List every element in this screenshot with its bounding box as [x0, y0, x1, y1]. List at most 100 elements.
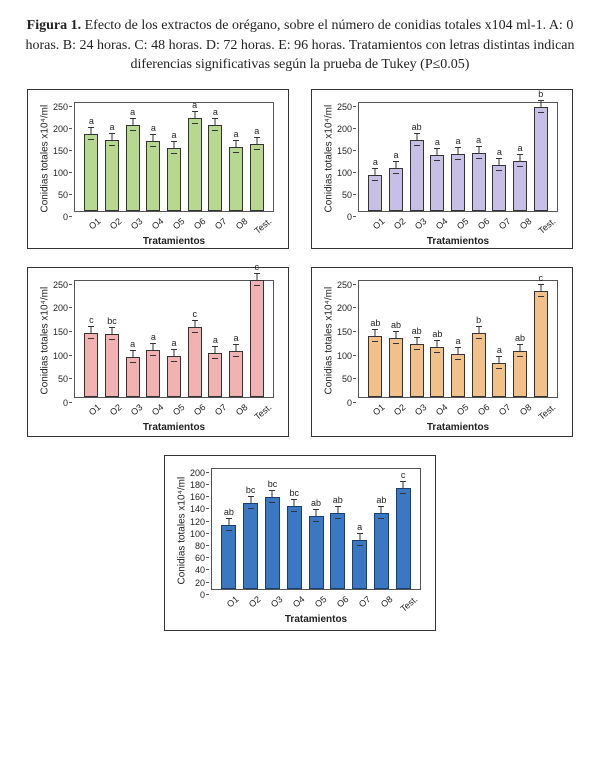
bar-sig-label: a: [497, 345, 502, 355]
bar-sig-label: a: [172, 338, 177, 348]
bar: [309, 516, 324, 589]
panel-A: AConidias totales x10⁴/ml050100150200250…: [27, 89, 289, 249]
x-axis-title: Tratamientos: [211, 614, 421, 625]
bar: [126, 357, 140, 397]
bar-sig-label: c: [254, 262, 259, 272]
bar: [330, 513, 345, 589]
x-tick-label: Test.: [253, 216, 274, 236]
bar: [430, 347, 444, 397]
bar: [451, 154, 465, 211]
bar: [389, 338, 403, 397]
bar: [243, 503, 258, 588]
bar: [265, 497, 280, 589]
bar: [208, 125, 222, 211]
plot-frame: aaabaaaaab: [358, 102, 558, 212]
bar-sig-label: ab: [370, 318, 380, 328]
panel-B: BConidias totales x10⁴/ml050100150200250…: [311, 89, 573, 249]
y-ticks: 050100150200250: [34, 102, 72, 212]
bar-sig-label: a: [89, 116, 94, 126]
plot-frame: abababababaabc: [358, 280, 558, 398]
bar: [208, 353, 222, 396]
bar: [167, 356, 181, 397]
bar: [513, 161, 527, 211]
figure-caption: Figura 1. Efecto de los extractos de oré…: [12, 16, 588, 75]
bar-sig-label: ab: [311, 498, 321, 508]
bar: [534, 107, 548, 210]
bar-sig-label: ab: [224, 507, 234, 517]
bar: [105, 140, 119, 211]
bar-sig-label: a: [192, 100, 197, 110]
bar: [472, 153, 486, 211]
bar: [410, 344, 424, 397]
bar: [430, 155, 444, 211]
bar-sig-label: bc: [107, 316, 117, 326]
bar-sig-label: a: [130, 339, 135, 349]
bar: [534, 291, 548, 397]
x-axis-title: Tratamientos: [358, 422, 558, 433]
bar-sig-label: a: [130, 107, 135, 117]
bar-sig-label: ab: [515, 333, 525, 343]
bar: [368, 336, 382, 396]
bar: [229, 147, 243, 211]
bar: [84, 333, 98, 397]
bar: [229, 351, 243, 397]
bar-sig-label: c: [538, 273, 543, 283]
bar: [352, 540, 367, 589]
bar-sig-label: a: [357, 522, 362, 532]
caption-bold: Figura 1.: [27, 18, 81, 33]
bar-sig-label: a: [497, 147, 502, 157]
bar-sig-label: a: [393, 150, 398, 160]
bar-sig-label: b: [538, 89, 543, 99]
bar-sig-label: a: [151, 332, 156, 342]
bar-sig-label: ab: [412, 326, 422, 336]
bar: [105, 334, 119, 396]
caption-text: Efecto de los extractos de orégano, sobr…: [25, 18, 574, 72]
bar: [84, 134, 98, 211]
bar-sig-label: c: [192, 309, 197, 319]
y-ticks: 050100150200250: [318, 280, 356, 398]
bar-sig-label: c: [89, 315, 94, 325]
x-labels: O1O2O3O4O5O6O7O8Test.: [74, 402, 274, 412]
bar-sig-label: a: [456, 336, 461, 346]
bar-sig-label: a: [109, 122, 114, 132]
bar: [492, 165, 506, 211]
bar-sig-label: a: [213, 335, 218, 345]
bar-sig-label: ab: [391, 320, 401, 330]
y-ticks: 050100150200250: [34, 280, 72, 398]
x-axis-title: Tratamientos: [358, 236, 558, 247]
panel-C: CConidias totales x10⁴/ml050100150200250…: [27, 267, 289, 437]
plot-frame: abbcbcbcababaabc: [211, 468, 421, 590]
y-ticks: 020406080100120140160180200: [171, 468, 209, 590]
bar: [146, 141, 160, 211]
bar: [167, 148, 181, 211]
x-tick-label: Test.: [537, 216, 558, 236]
bar-sig-label: a: [518, 143, 523, 153]
y-ticks: 050100150200250: [318, 102, 356, 212]
bar: [410, 140, 424, 211]
bar: [287, 506, 302, 588]
bar: [396, 488, 411, 589]
bar: [472, 333, 486, 397]
bar-sig-label: a: [254, 126, 259, 136]
bar: [389, 168, 403, 211]
bar-sig-label: a: [476, 135, 481, 145]
bar-sig-label: bc: [246, 485, 256, 495]
x-labels: O1O2O3O4O5O6O7O8Test.: [358, 402, 558, 412]
bar: [451, 354, 465, 396]
bar: [126, 125, 140, 211]
bar: [188, 118, 202, 211]
bar-sig-label: a: [213, 107, 218, 117]
bar: [221, 525, 236, 589]
x-labels: O1O2O3O4O5O6O7O8Test.: [74, 216, 274, 226]
bar-sig-label: a: [373, 157, 378, 167]
bar-sig-label: ab: [412, 122, 422, 132]
bar-sig-label: a: [456, 136, 461, 146]
bar-sig-label: c: [401, 470, 406, 480]
bar: [146, 350, 160, 397]
bar: [250, 144, 264, 211]
x-tick-label: Test.: [399, 594, 420, 614]
plot-frame: cbcaaacaac: [74, 280, 274, 398]
bar-sig-label: b: [476, 315, 481, 325]
x-labels: O1O2O3O4O5O6O7O8Test.: [211, 594, 421, 604]
x-tick-label: Test.: [253, 402, 274, 422]
